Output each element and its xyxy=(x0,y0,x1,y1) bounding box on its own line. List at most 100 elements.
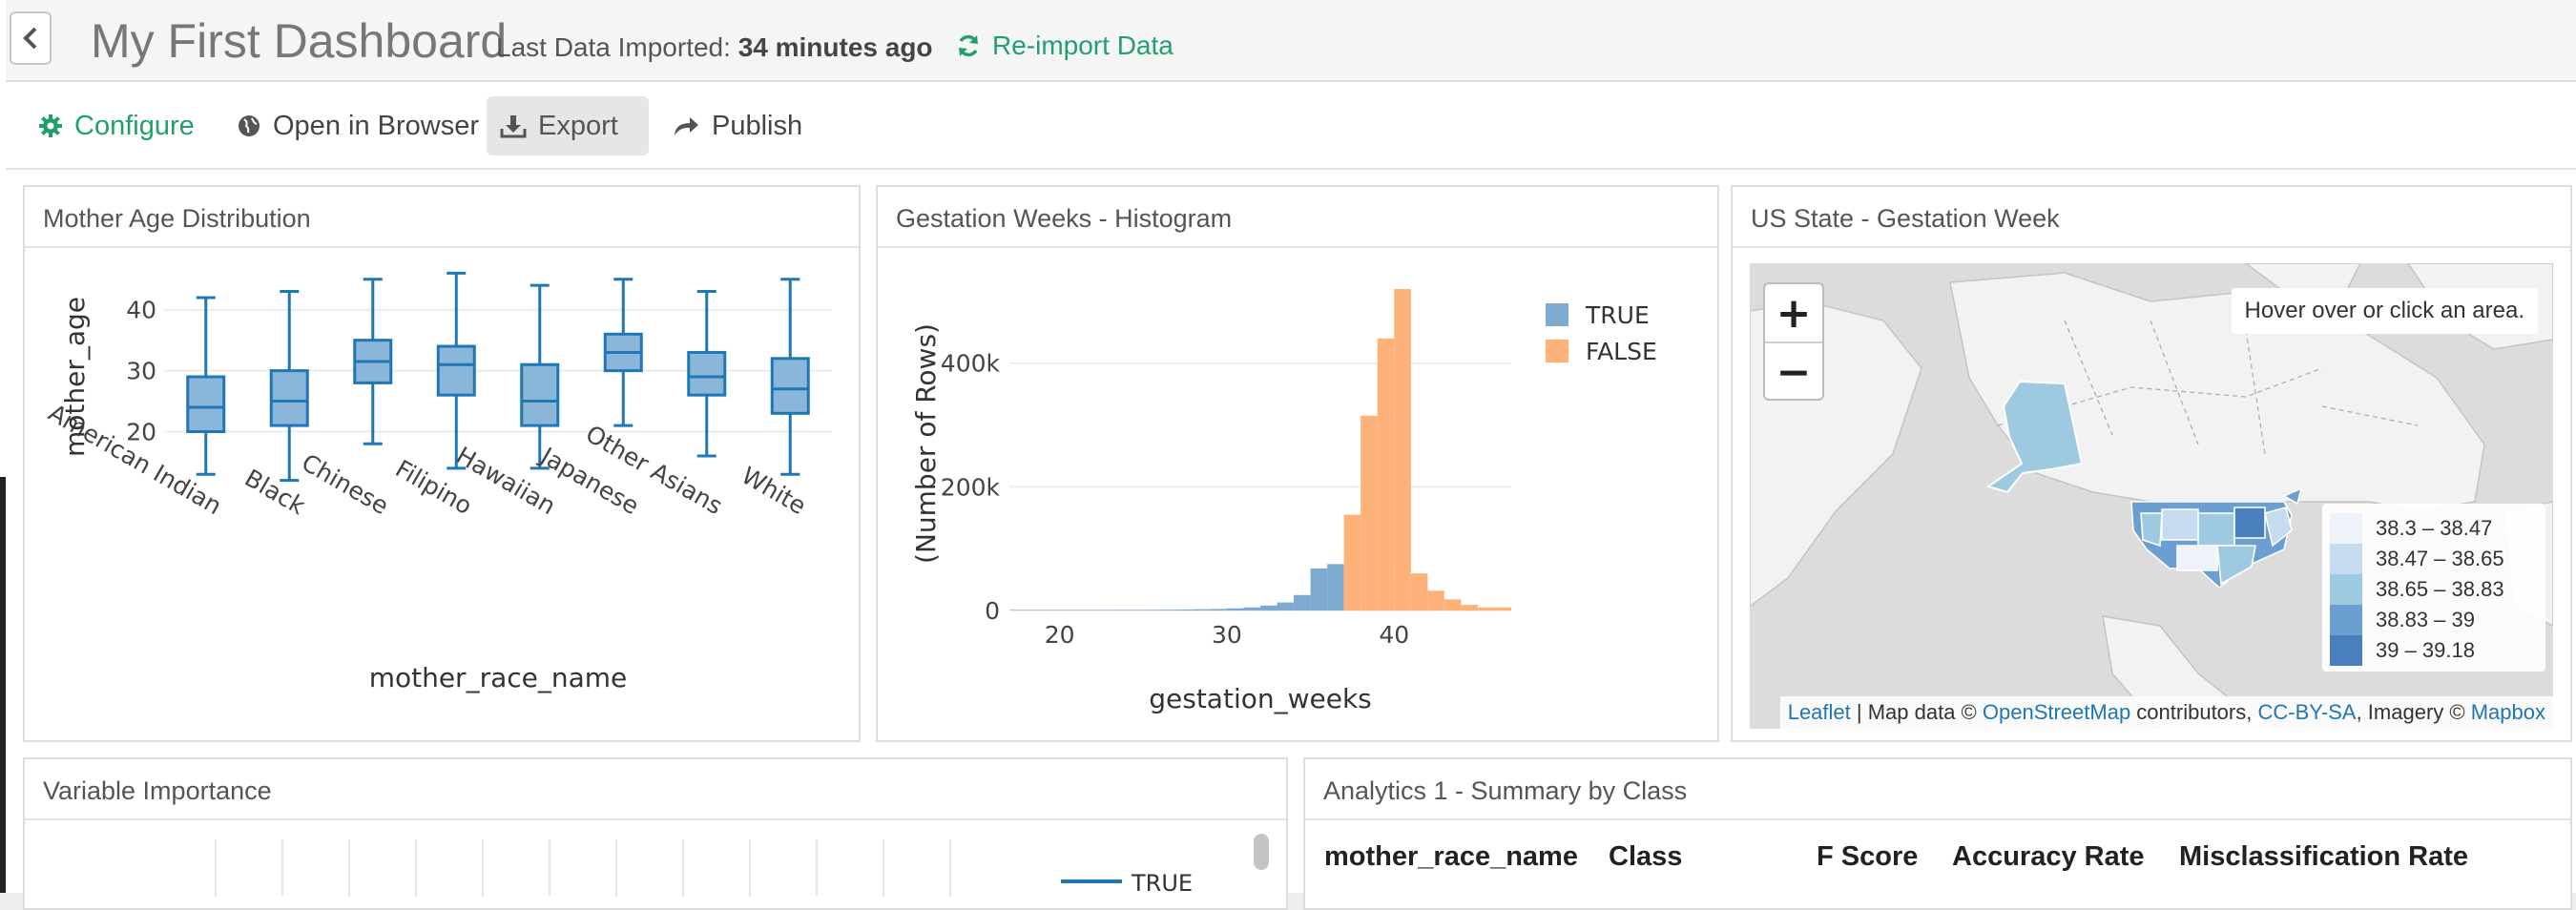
histogram-bar xyxy=(1210,609,1227,610)
legend-row: 38.47 – 38.65 xyxy=(2330,544,2538,574)
open-browser-button[interactable]: Open in Browser xyxy=(223,96,492,155)
legend-label: FALSE xyxy=(1586,338,1657,365)
table-header: mother_race_name Class F Score Accuracy … xyxy=(1324,841,2468,873)
back-button[interactable] xyxy=(10,11,52,65)
publish-button[interactable]: Publish xyxy=(658,96,816,155)
histogram-bar xyxy=(1377,338,1395,610)
legend-label: 38.65 – 38.83 xyxy=(2376,577,2504,601)
histogram-bar xyxy=(1260,605,1278,610)
legend-swatch xyxy=(2330,605,2362,635)
attribution-text: , Imagery © xyxy=(2356,700,2471,724)
legend-swatch xyxy=(2330,574,2362,605)
map-legend: 38.3 – 38.47 38.47 – 38.65 38.65 – 38.83… xyxy=(2322,504,2545,672)
legend-swatch xyxy=(1546,340,1568,362)
box xyxy=(186,375,226,433)
x-tick-label: Chinese xyxy=(297,448,393,520)
toolbar: Configure Open in Browser Export Publish xyxy=(6,82,2576,170)
histogram-bar xyxy=(1243,607,1260,610)
zoom-control: + − xyxy=(1763,282,1824,401)
legend-label: 38.83 – 39 xyxy=(2376,608,2475,631)
histogram[interactable]: 0 200k 400k 20 30 40 gestation_weeks (Number of… xyxy=(878,248,1717,740)
export-label: Export xyxy=(538,110,618,141)
configure-label: Configure xyxy=(74,110,195,141)
x-axis-title: mother_race_name xyxy=(369,662,628,693)
open-browser-label: Open in Browser xyxy=(273,110,479,141)
x-tick-label: 20 xyxy=(1045,621,1075,649)
histogram-bar xyxy=(1461,605,1478,610)
legend-label: TRUE xyxy=(1585,301,1650,329)
box xyxy=(269,369,309,427)
app: My First Dashboard Last Data Imported: 3… xyxy=(6,0,2576,910)
box xyxy=(436,344,476,397)
histogram-bar xyxy=(1494,607,1511,610)
share-arrow-icon xyxy=(675,117,698,135)
histogram-bar xyxy=(1477,607,1495,610)
us-state-panel: US State - Gestation Week xyxy=(1731,185,2572,742)
gestation-panel: Gestation Weeks - Histogram 0 200k 400k 20 3… xyxy=(876,185,1719,742)
mapbox-link[interactable]: Mapbox xyxy=(2470,700,2545,724)
hover-info: Hover over or click an area. xyxy=(2231,288,2538,334)
scrollbar-thumb[interactable] xyxy=(1254,834,1269,870)
leaflet-link[interactable]: Leaflet xyxy=(1787,700,1851,724)
zoom-in-button[interactable]: + xyxy=(1776,288,1812,338)
reimport-button[interactable]: Re-import Data xyxy=(956,31,1174,61)
cc-link[interactable]: CC-BY-SA xyxy=(2257,700,2357,724)
histogram-bar xyxy=(1410,573,1428,610)
last-imported-value: 34 minutes ago xyxy=(737,32,933,62)
mother-age-panel: Mother Age Distribution 20 30 40 American I… xyxy=(23,185,861,742)
legend-row: 38.83 – 39 xyxy=(2330,605,2538,635)
publish-label: Publish xyxy=(712,110,803,141)
box xyxy=(687,350,727,397)
last-imported: Last Data Imported: 34 minutes ago xyxy=(496,32,933,63)
column-header[interactable]: mother_race_name xyxy=(1324,841,1578,872)
y-axis-title: mother_age xyxy=(59,297,91,457)
legend-row: 38.65 – 38.83 xyxy=(2330,574,2538,605)
histogram-bar xyxy=(1327,564,1344,610)
y-tick-label: 0 xyxy=(985,597,1000,625)
panel-title: Mother Age Distribution xyxy=(25,187,859,248)
refresh-icon xyxy=(959,34,978,57)
osm-link[interactable]: OpenStreetMap xyxy=(1982,700,2131,724)
header: My First Dashboard Last Data Imported: 3… xyxy=(6,0,2576,82)
legend-swatch xyxy=(2330,544,2362,574)
histogram-bar xyxy=(1444,599,1462,610)
histogram-bar xyxy=(1427,590,1444,610)
globe-icon xyxy=(239,115,260,136)
box xyxy=(770,357,810,415)
last-imported-label: Last Data Imported: xyxy=(496,32,738,62)
legend-swatch xyxy=(2330,513,2362,544)
box xyxy=(520,362,560,427)
configure-button[interactable]: Configure xyxy=(25,96,208,155)
y-tick-label: 200k xyxy=(941,473,1001,501)
map-view[interactable]: + − Hover over or click an area. 38.3 – … xyxy=(1750,263,2553,729)
chevron-left-icon xyxy=(23,27,37,50)
variable-importance-chart[interactable]: TRUE xyxy=(25,820,1286,897)
column-header[interactable]: Class xyxy=(1609,841,1683,872)
histogram-bar xyxy=(1361,415,1378,610)
y-tick-label: 40 xyxy=(126,297,156,324)
histogram-bar xyxy=(1394,288,1411,610)
column-header[interactable]: F Score xyxy=(1817,841,1919,872)
panel-title: Variable Importance xyxy=(25,759,1286,820)
attribution-text: contributors, xyxy=(2130,700,2258,724)
y-axis-title: (Number of Rows) xyxy=(910,323,942,564)
reimport-label: Re-import Data xyxy=(992,31,1174,60)
column-header[interactable]: Misclassification Rate xyxy=(2179,841,2468,872)
histogram-bar xyxy=(1294,594,1311,610)
export-button[interactable]: Export xyxy=(487,96,649,155)
panel-title: Gestation Weeks - Histogram xyxy=(878,187,1717,248)
legend-swatch xyxy=(2330,635,2362,666)
legend-true-label: TRUE xyxy=(1131,870,1193,897)
x-tick-label: 30 xyxy=(1212,621,1242,649)
column-header[interactable]: Accuracy Rate xyxy=(1952,841,2145,872)
legend-row: 39 – 39.18 xyxy=(2330,635,2538,666)
y-tick-label: 30 xyxy=(126,358,156,385)
window-edge xyxy=(0,0,6,893)
attribution-text: | Map data © xyxy=(1850,700,1983,724)
zoom-out-button[interactable]: − xyxy=(1776,347,1812,397)
histogram-bar xyxy=(1226,608,1244,610)
gear-icon xyxy=(39,114,62,137)
panel-title: US State - Gestation Week xyxy=(1733,187,2570,248)
legend-label: 39 – 39.18 xyxy=(2376,638,2475,662)
